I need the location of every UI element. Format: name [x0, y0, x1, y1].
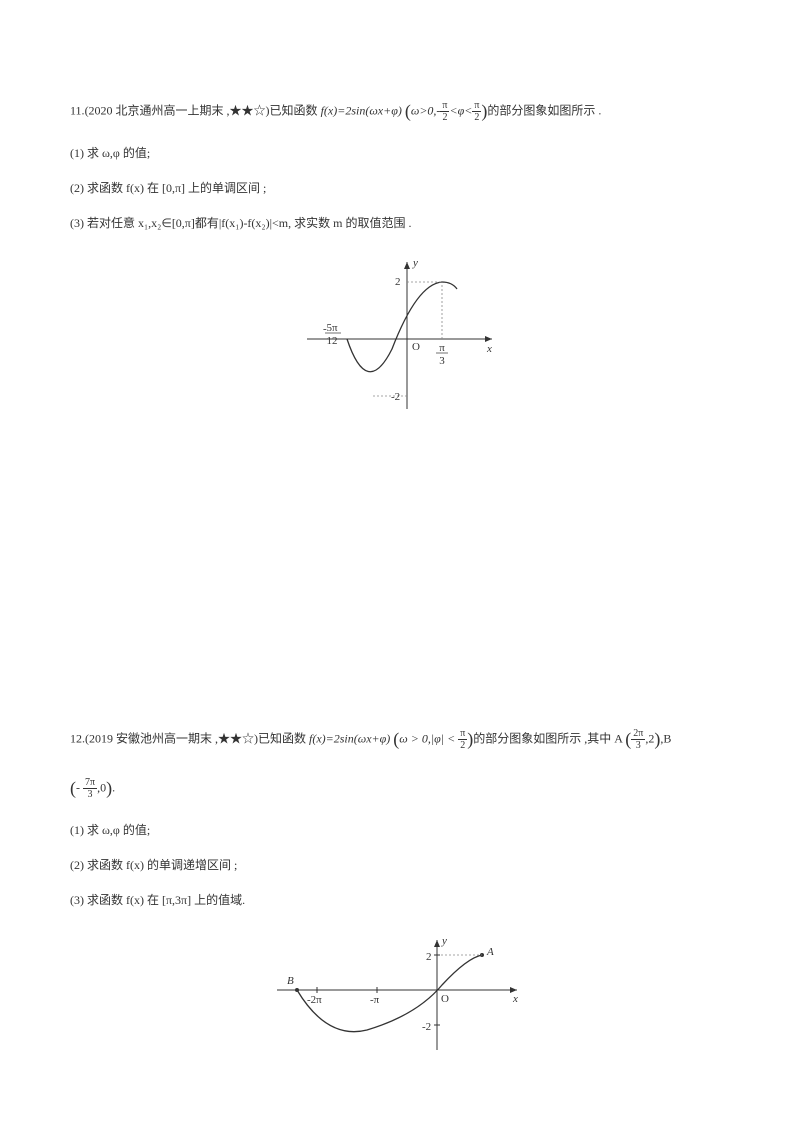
period: . [112, 780, 115, 794]
q11-intro: 11.(2020 北京通州高一上期末 ,★★☆)已知函数 f(x)=2sin(ω… [70, 90, 724, 133]
q11-part3: (3) 若对任意 x₁,x₂∈[0,π]都有|f(x₁)-f(x₂)|<m, 求… [70, 209, 724, 238]
rt-num: π [439, 342, 445, 354]
pt-B [295, 988, 299, 992]
q12-intro-b: 的部分图象如图所示 ,其中 A [473, 731, 622, 745]
q12-fx: f(x)=2sin(ωx+φ) [309, 731, 393, 745]
frac-A: 2π3 [631, 728, 645, 751]
top2: 2 [426, 951, 432, 963]
x-label: x [486, 343, 492, 355]
lt-den: 12 [327, 335, 338, 347]
lt-num: 5π [326, 322, 338, 334]
bot2: -2 [422, 1021, 431, 1033]
spacer [70, 438, 724, 718]
q12-part1: (1) 求 ω,φ 的值; [70, 816, 724, 845]
frac-pi-2: π2 [458, 728, 467, 751]
Bsuf: ,0 [97, 780, 106, 794]
Ay: ,2 [645, 731, 654, 745]
q11-cond-pre: ω>0,- [411, 103, 441, 117]
O2: O [441, 993, 449, 1005]
problem-12: 12.(2019 安徽池州高一期末 ,★★☆)已知函数 f(x)=2sin(ωx… [70, 718, 724, 1065]
y-arrow [404, 262, 410, 269]
y-arrow2 [434, 940, 440, 947]
Bpre: - [76, 780, 83, 794]
q11-cond-mid: <φ< [449, 103, 472, 117]
problem-11: 11.(2020 北京通州高一上期末 ,★★☆)已知函数 f(x)=2sin(ω… [70, 90, 724, 418]
rt-den: 3 [439, 355, 445, 367]
y2: y [441, 935, 447, 947]
B-label: B [287, 975, 294, 987]
y-label: y [412, 257, 418, 269]
q12-intro-a: (2019 安徽池州高一期末 ,★★☆)已知函数 [85, 731, 309, 745]
q12-number: 12. [70, 731, 85, 745]
q11-intro-a: (2020 北京通州高一上期末 ,★★☆)已知函数 [85, 103, 321, 117]
q12-chart-svg: O x y B A -2π -π 2 -2 [267, 930, 527, 1060]
q11-intro-b: 的部分图象如图所示 . [487, 103, 601, 117]
q12-intro: 12.(2019 安徽池州高一期末 ,★★☆)已知函数 f(x)=2sin(ωx… [70, 718, 724, 761]
q12-part2: (2) 求函数 f(x) 的单调递增区间 ; [70, 851, 724, 880]
q12-intro-c: ,B [660, 731, 671, 745]
A-label: A [486, 946, 494, 958]
q12-B: (- 7π3,0). [70, 767, 724, 810]
q11-fx: f(x)=2sin(ωx+φ) [321, 103, 405, 117]
neg2pi: -2π [307, 994, 322, 1006]
x-arrow [485, 336, 492, 342]
q11-chart-svg: O x y 2 -2 - 5π 12 π 3 [297, 254, 497, 414]
frac-B: 7π3 [83, 777, 97, 800]
q11-part1: (1) 求 ω,φ 的值; [70, 139, 724, 168]
sine-curve-2 [297, 955, 482, 1032]
negpi: -π [370, 994, 380, 1006]
q12-chart: O x y B A -2π -π 2 -2 [70, 930, 724, 1064]
O-label: O [412, 341, 420, 353]
q11-number: 11. [70, 103, 85, 117]
q11-chart: O x y 2 -2 - 5π 12 π 3 [70, 254, 724, 418]
bot-2: -2 [391, 391, 400, 403]
q11-part2: (2) 求函数 f(x) 在 [0,π] 上的单调区间 ; [70, 174, 724, 203]
q12-cond-a: ω > 0,|φ| < [399, 731, 458, 745]
q12-part3: (3) 求函数 f(x) 在 [π,3π] 上的值域. [70, 886, 724, 915]
x2: x [512, 993, 518, 1005]
top-2: 2 [395, 276, 401, 288]
